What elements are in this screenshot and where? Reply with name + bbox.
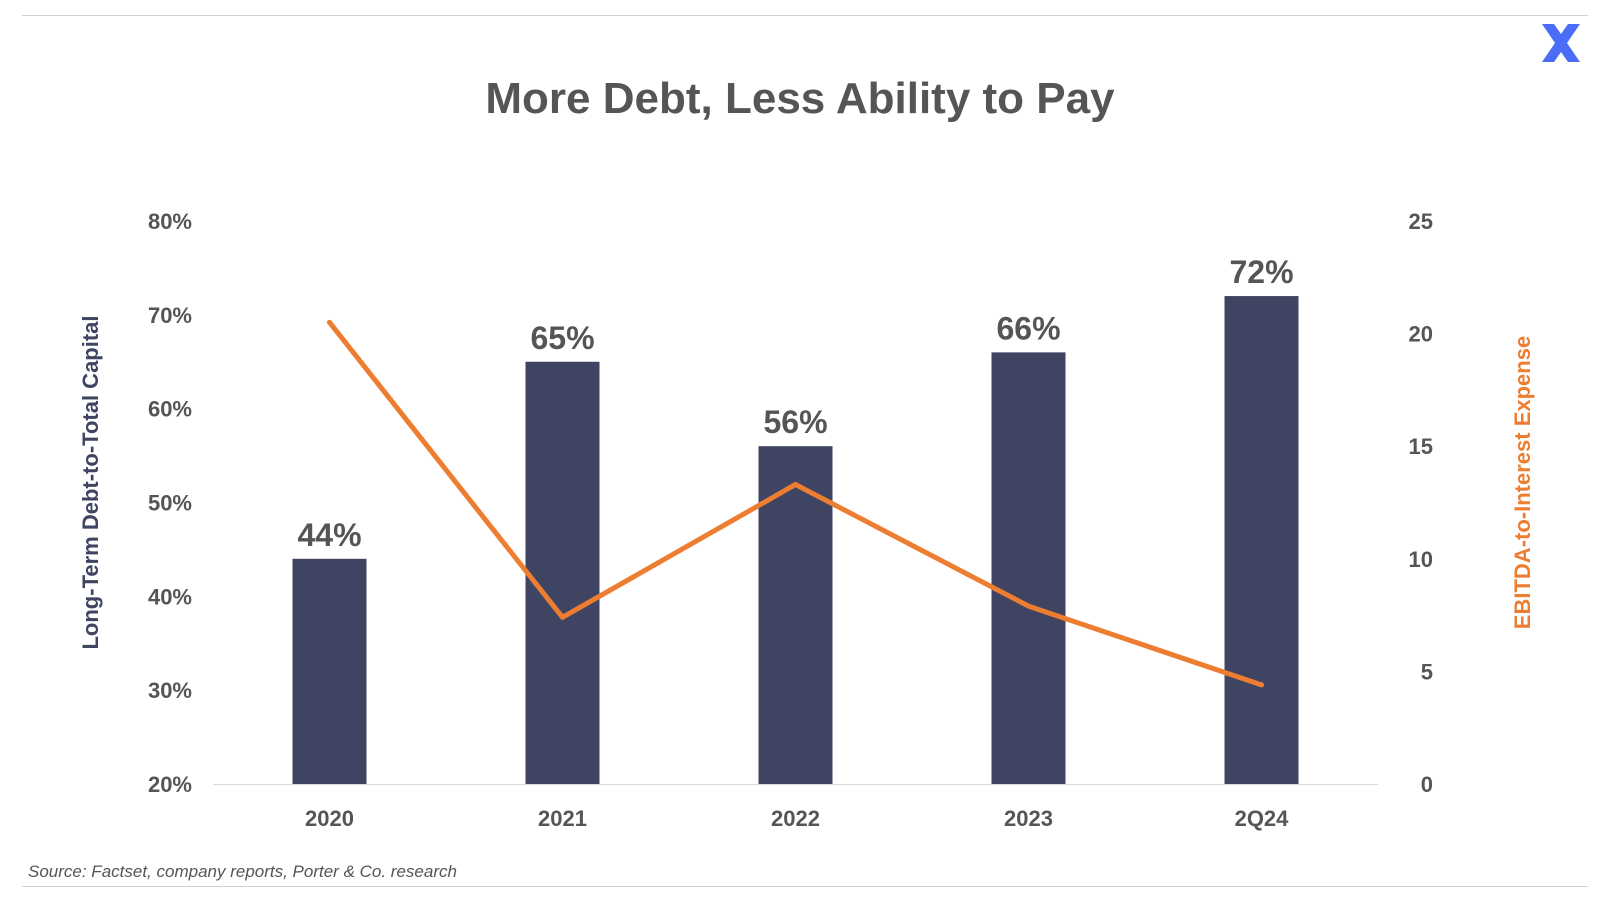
left-y-tick-label: 40% [148, 584, 192, 609]
line-point [1026, 603, 1031, 609]
line-point [327, 319, 332, 325]
left-y-tick-label: 70% [148, 303, 192, 328]
x-tick-label: 2020 [305, 806, 354, 831]
source-note: Source: Factset, company reports, Porter… [28, 862, 457, 881]
left-y-tick-label: 20% [148, 772, 192, 797]
chart-title: More Debt, Less Ability to Pay [485, 74, 1115, 123]
bar [525, 361, 600, 784]
right-y-tick-label: 25 [1409, 209, 1433, 234]
right-y-axis-title: EBITDA-to-Interest Expense [1510, 336, 1535, 629]
bar-data-label: 44% [297, 517, 361, 553]
x-tick-label: 2023 [1004, 806, 1053, 831]
line-point [793, 481, 798, 487]
bottom-divider [22, 886, 1588, 887]
right-y-tick-label: 0 [1421, 772, 1433, 797]
left-y-tick-label: 30% [148, 678, 192, 703]
x-tick-label: 2021 [538, 806, 587, 831]
bar-data-label: 56% [763, 404, 827, 440]
right-y-tick-label: 20 [1409, 322, 1433, 347]
right-y-tick-label: 5 [1421, 659, 1433, 684]
bar-data-label: 66% [996, 310, 1060, 346]
x-tick-label: 2Q24 [1235, 806, 1290, 831]
x-tick-label: 2022 [771, 806, 820, 831]
left-y-tick-label: 80% [148, 209, 192, 234]
line-point [1259, 682, 1264, 688]
left-y-tick-label: 60% [148, 397, 192, 422]
top-divider [22, 15, 1588, 16]
bar [1224, 296, 1299, 784]
bar [292, 558, 367, 784]
x-logo-icon [1542, 24, 1580, 62]
bar-data-label: 65% [530, 320, 594, 356]
right-y-tick-label: 10 [1409, 547, 1433, 572]
left-y-tick-label: 50% [148, 491, 192, 516]
left-y-axis-title: Long-Term Debt-to-Total Capital [78, 315, 103, 649]
line-point [560, 614, 565, 620]
right-y-tick-label: 15 [1409, 434, 1433, 459]
bar-data-label: 72% [1229, 254, 1293, 290]
bar [991, 352, 1066, 784]
bar [758, 446, 833, 784]
